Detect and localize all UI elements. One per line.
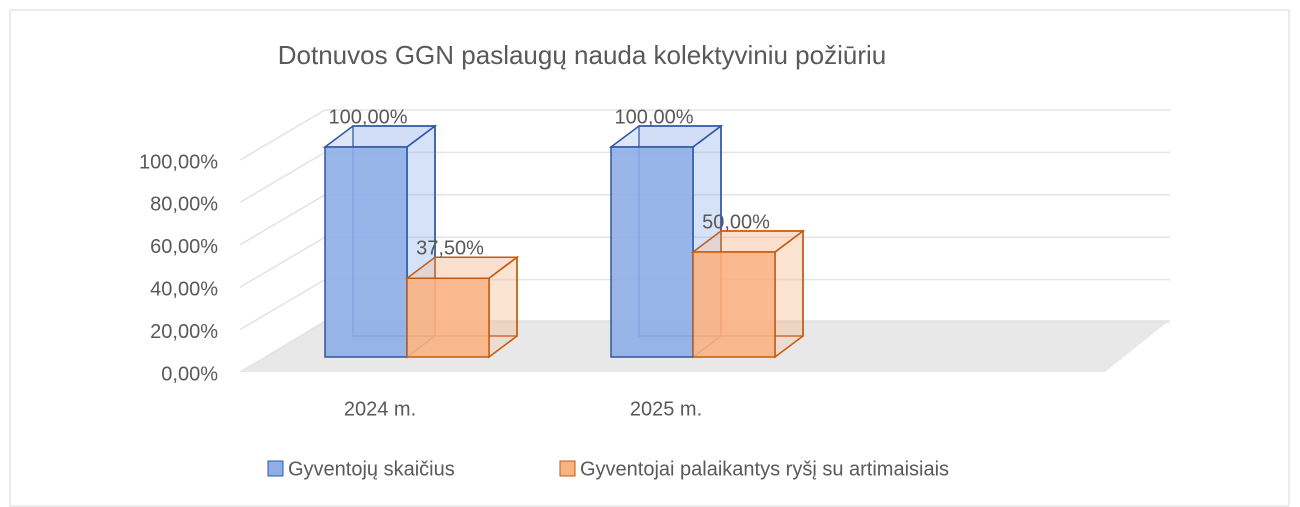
chart-title: Dotnuvos GGN paslaugų nauda kolektyviniu… — [278, 40, 886, 70]
bar — [324, 146, 408, 358]
legend-swatch — [267, 460, 284, 477]
y-tick-label: 0,00% — [161, 363, 218, 385]
bar — [692, 251, 776, 358]
data-label: 50,00% — [702, 211, 770, 233]
y-tick-label: 80,00% — [150, 194, 218, 216]
data-label: 37,50% — [416, 238, 484, 260]
legend-label: Gyventojai palaikantys ryšį su artimaisi… — [580, 458, 949, 480]
grid-line — [239, 109, 1170, 161]
data-label: 100,00% — [329, 106, 408, 128]
legend-swatch — [559, 460, 576, 477]
x-tick-label: 2025 m. — [630, 398, 702, 420]
bar — [406, 277, 490, 358]
bar — [610, 146, 694, 358]
y-tick-label: 100,00% — [139, 151, 218, 173]
legend-label: Gyventojų skaičius — [288, 458, 455, 480]
y-tick-label: 40,00% — [150, 278, 218, 300]
bar-side — [774, 229, 804, 359]
data-label: 100,00% — [615, 106, 694, 128]
y-tick-label: 20,00% — [150, 321, 218, 343]
y-tick-label: 60,00% — [150, 236, 218, 258]
x-tick-label: 2024 m. — [344, 398, 416, 420]
